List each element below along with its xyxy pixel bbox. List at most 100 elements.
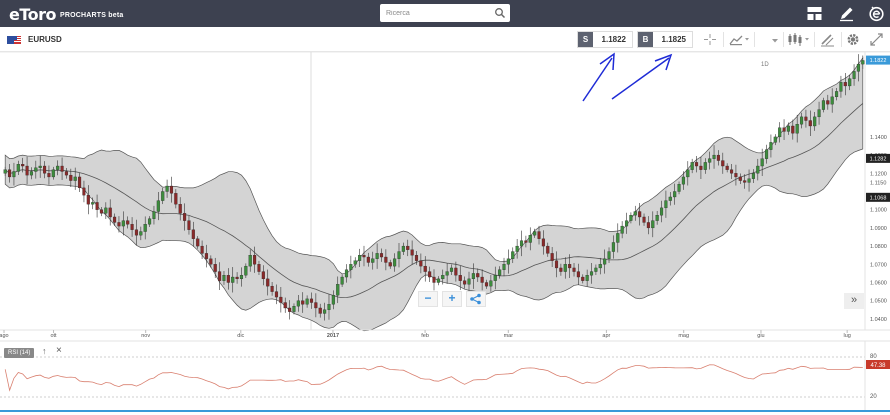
candle: [82, 180, 86, 203]
candle-body: [769, 142, 773, 150]
candle: [743, 174, 747, 189]
candle-body: [817, 109, 821, 118]
sell-button[interactable]: S 1.1822: [577, 31, 633, 48]
candle-body: [489, 280, 493, 287]
y-tick-label: 1.1400: [870, 135, 887, 141]
etoro-logo[interactable]: eToro: [9, 5, 57, 24]
candle-body: [353, 260, 357, 265]
candle-body: [607, 251, 611, 259]
candle: [550, 247, 554, 268]
candle-body: [476, 273, 480, 278]
candle-body: [38, 165, 42, 168]
candle-body: [231, 276, 235, 283]
candle-body: [703, 162, 707, 170]
candle-body: [178, 204, 182, 214]
candle-body: [541, 238, 545, 247]
candle-body: [257, 264, 261, 272]
share-button[interactable]: [466, 291, 486, 307]
gear-icon[interactable]: [844, 31, 862, 48]
crosshair-icon[interactable]: [700, 31, 720, 48]
candle: [156, 192, 160, 221]
price-label-upper: 1.1282: [870, 156, 887, 162]
candle-body: [524, 240, 528, 243]
candle: [314, 293, 318, 318]
candle-body: [86, 194, 90, 205]
candle-body: [336, 284, 340, 296]
x-tick-label: mar: [504, 333, 514, 339]
fullscreen-icon[interactable]: [868, 31, 886, 48]
price-label-current: 1.1822: [870, 58, 887, 64]
candle-type-icon[interactable]: [786, 31, 812, 48]
candle-body: [64, 171, 68, 176]
candle: [821, 97, 825, 113]
x-tick-label: apr: [602, 333, 610, 339]
candle-body: [800, 116, 804, 125]
candle: [646, 216, 650, 235]
candle: [445, 263, 449, 284]
rsi-label[interactable]: RSI (14): [4, 348, 35, 358]
drawing-tools-icon[interactable]: [818, 31, 838, 48]
close-icon[interactable]: ×: [56, 345, 62, 356]
draw-icon[interactable]: [838, 5, 855, 22]
search-box[interactable]: [380, 4, 510, 22]
price-label-lower: 1.1068: [870, 195, 887, 201]
toolbar-separator: [841, 32, 842, 47]
candle: [576, 263, 580, 285]
candle-body: [738, 176, 742, 181]
candle: [235, 272, 239, 284]
zoom-in-button[interactable]: +: [442, 291, 462, 307]
candle-body: [169, 185, 174, 194]
candle-body: [572, 267, 576, 272]
candle-body: [104, 207, 108, 214]
search-icon[interactable]: [494, 7, 506, 19]
candle-body: [436, 278, 440, 283]
candle-body: [288, 307, 292, 312]
candle: [196, 236, 200, 249]
candle: [257, 260, 261, 276]
candle-body: [47, 173, 51, 178]
etoro-e-icon[interactable]: [868, 5, 885, 22]
scroll-right-button[interactable]: »: [844, 293, 864, 309]
candle: [616, 223, 620, 253]
x-tick-label: nov: [141, 333, 150, 339]
chevron-down-icon[interactable]: [771, 38, 779, 44]
timeframe-selector[interactable]: 1D: [761, 62, 769, 68]
candle: [463, 276, 467, 289]
candle: [778, 122, 782, 143]
candle-body: [213, 264, 217, 272]
candle-body: [371, 258, 375, 263]
candle-body: [463, 280, 467, 285]
candle: [73, 167, 77, 190]
candle: [401, 242, 405, 256]
candle-body: [414, 255, 419, 261]
candle-body: [471, 273, 475, 280]
candle-body: [301, 300, 305, 305]
layout-icon[interactable]: [806, 5, 823, 22]
candle: [484, 279, 489, 289]
candle: [480, 269, 484, 291]
candle: [178, 197, 182, 221]
candle-body: [226, 275, 230, 283]
candle: [174, 189, 178, 209]
candle-body: [694, 162, 699, 167]
symbol-label[interactable]: EURUSD: [28, 35, 62, 44]
candle: [467, 271, 471, 292]
candle-body: [778, 127, 782, 138]
candle-body: [559, 267, 563, 272]
candle: [344, 264, 349, 283]
price-labels: 1.1822 1.1282 1.1068: [866, 55, 890, 202]
top-nav-bar: eToro PROCHARTS beta: [0, 0, 890, 27]
zoom-out-button[interactable]: −: [418, 291, 438, 307]
candle-body: [716, 154, 720, 161]
candle: [843, 73, 847, 96]
candle-body: [629, 215, 633, 221]
candle: [209, 255, 213, 268]
chart-compare-icon[interactable]: [727, 31, 751, 48]
buy-button[interactable]: B 1.1825: [637, 31, 693, 48]
arrow-up-icon[interactable]: ↑: [42, 346, 47, 356]
candle-body: [786, 125, 790, 132]
candle: [331, 290, 335, 310]
candle: [99, 206, 104, 217]
search-input[interactable]: [380, 4, 492, 22]
